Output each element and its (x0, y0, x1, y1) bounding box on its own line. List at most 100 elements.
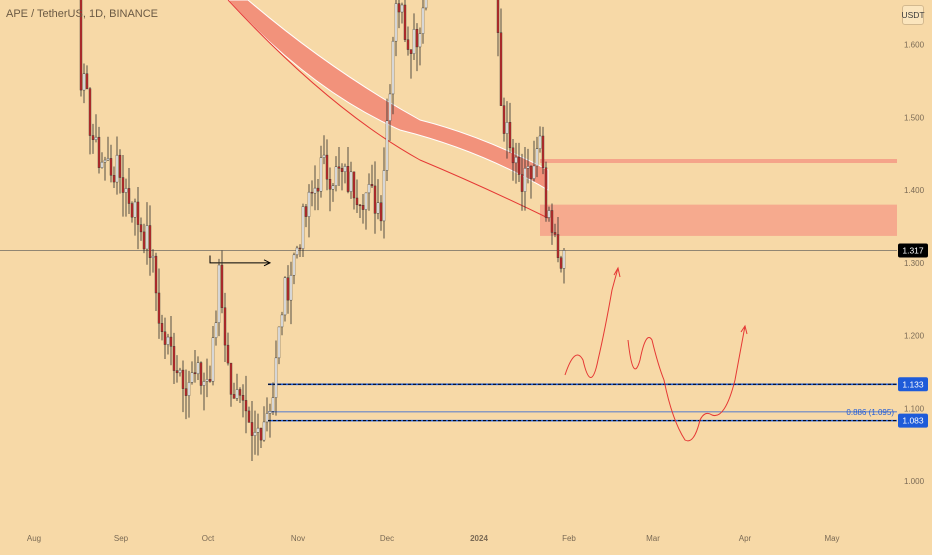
candle-down (374, 186, 376, 213)
candle-up (266, 413, 268, 422)
candle-down (170, 337, 172, 346)
candle-up (104, 160, 106, 162)
candle-down (530, 166, 532, 178)
candle-down (128, 188, 130, 203)
y-tick-label: 1.500 (904, 113, 925, 122)
candle-up (83, 74, 85, 90)
candle-down (362, 205, 364, 209)
candle-up (212, 338, 214, 382)
candle-down (89, 89, 91, 136)
candle-up (254, 432, 256, 435)
candle-up (392, 41, 394, 94)
candle-up (563, 250, 565, 268)
candle-up (257, 428, 259, 432)
x-tick-label: Aug (27, 534, 41, 543)
candle-down (353, 172, 355, 198)
candle-down (182, 370, 184, 389)
candle-up (134, 202, 136, 217)
candle-up (203, 381, 205, 385)
candle-down (410, 50, 412, 54)
candle-down (503, 106, 505, 134)
candle-up (350, 172, 352, 192)
candle-up (422, 8, 424, 34)
candle-down (137, 202, 139, 225)
candle-down (131, 204, 133, 218)
candle-up (281, 315, 283, 327)
y-tick-label: 1.100 (904, 404, 925, 413)
candle-up (107, 158, 109, 160)
upper-level-label: 1.133 (902, 379, 924, 389)
candle-down (398, 4, 400, 13)
x-tick-label: May (824, 534, 839, 543)
candle-down (119, 155, 121, 177)
candle-down (371, 184, 373, 186)
x-tick-label: Oct (202, 534, 215, 543)
x-tick-label: Sep (114, 534, 129, 543)
candle-down (407, 40, 409, 50)
candle-down (98, 137, 100, 168)
candle-down (245, 400, 247, 411)
candle-down (521, 175, 523, 192)
candle-up (548, 210, 550, 217)
candle-up (101, 162, 103, 168)
candle-up (377, 203, 379, 214)
candle-down (287, 278, 289, 300)
candle-down (542, 136, 544, 168)
candle-down (248, 411, 250, 423)
x-tick-label: Feb (562, 534, 576, 543)
candle-down (317, 188, 319, 191)
candle-down (221, 265, 223, 308)
candle-up (314, 188, 316, 193)
fib-label: 0.886 (1.095) (846, 408, 894, 417)
candle-down (200, 363, 202, 386)
candle-down (305, 207, 307, 217)
candle-down (359, 205, 361, 206)
candle-up (320, 158, 322, 192)
candle-up (389, 94, 391, 121)
candle-down (512, 148, 514, 163)
candle-up (188, 382, 190, 395)
candle-down (185, 389, 187, 396)
candle-up (191, 373, 193, 383)
candle-up (152, 256, 154, 258)
candle-up (365, 193, 367, 210)
candle-down (140, 225, 142, 232)
candle-down (518, 157, 520, 174)
candle-down (164, 332, 166, 345)
candle-down (554, 232, 556, 234)
candle-down (326, 155, 328, 179)
candle-up (197, 363, 199, 374)
candle-down (209, 379, 211, 381)
small-resistance-zone (540, 205, 897, 236)
candle-up (524, 168, 526, 191)
candle-up (395, 4, 397, 42)
candle-down (416, 29, 418, 47)
currency-button[interactable]: USDT (902, 5, 924, 25)
candle-down (242, 395, 244, 400)
candle-down (194, 373, 196, 374)
x-tick-label: 2024 (470, 534, 488, 543)
candle-up (146, 226, 148, 250)
candle-down (347, 166, 349, 191)
candle-down (173, 346, 175, 370)
y-tick-label: 1.400 (904, 186, 925, 195)
candle-up (386, 121, 388, 171)
candle-down (122, 178, 124, 193)
candle-down (110, 158, 112, 175)
candle-up (293, 255, 295, 275)
candle-up (302, 207, 304, 249)
candle-up (533, 166, 535, 179)
candle-down (155, 256, 157, 293)
candle-down (497, 0, 499, 33)
candle-down (545, 168, 547, 218)
candle-down (341, 168, 343, 171)
y-tick-label: 1.300 (904, 259, 925, 268)
candle-down (239, 389, 241, 395)
x-tick-label: Dec (380, 534, 394, 543)
candle-up (269, 411, 271, 413)
candle-down (149, 226, 151, 258)
candle-down (158, 293, 160, 323)
